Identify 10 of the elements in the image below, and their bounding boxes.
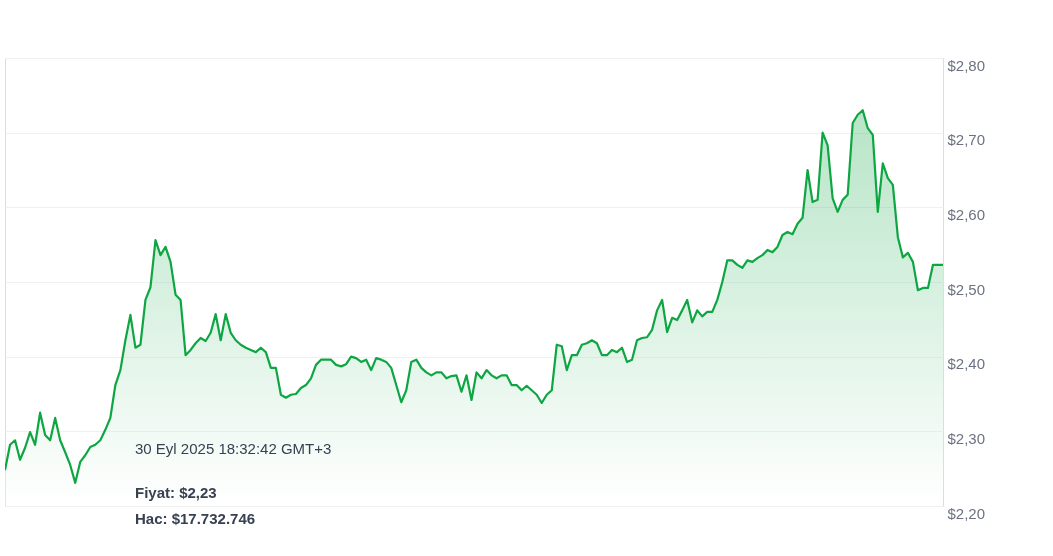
annotation: 30 Eyl 2025 18:32:42 GMT+3 xyxy=(135,440,332,457)
y-tick-label: $2,60 xyxy=(947,205,986,223)
annotation: Fiyat: $2,23 xyxy=(135,484,217,501)
y-tick-label: $2,50 xyxy=(947,280,986,298)
y-tick-label: $2,20 xyxy=(947,504,986,522)
text: Hac: $17.732.746 xyxy=(135,510,256,527)
y-tick-label: $2,30 xyxy=(947,429,986,447)
y-tick-label: $2,40 xyxy=(947,355,986,373)
y-tick-label: $2,80 xyxy=(947,56,986,74)
y-tick-label: $2,70 xyxy=(947,131,986,149)
